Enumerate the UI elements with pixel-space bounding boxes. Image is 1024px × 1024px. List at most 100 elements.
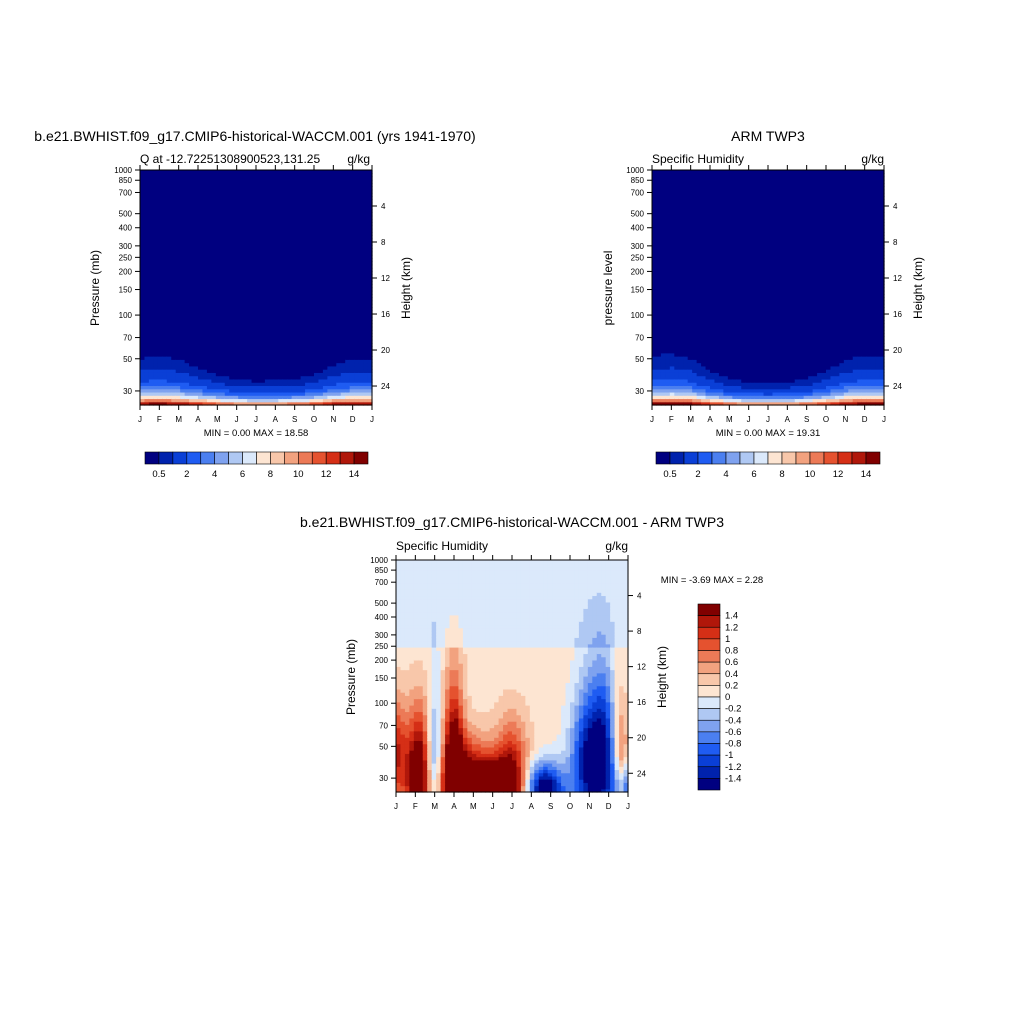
contour-cell — [211, 329, 217, 334]
contour-cell — [180, 186, 186, 191]
contour-cell — [247, 323, 253, 328]
contour-cell — [710, 365, 716, 370]
contour-cell — [175, 274, 181, 279]
contour-cell — [140, 218, 146, 223]
contour-cell — [687, 225, 693, 230]
contour-cell — [198, 385, 204, 390]
contour-cell — [206, 199, 212, 204]
contour-cell — [701, 202, 707, 207]
contour-cell — [224, 205, 230, 210]
contour-cell — [193, 235, 199, 240]
contour-cell — [363, 183, 369, 187]
contour-cell — [318, 290, 324, 295]
contour-cell — [282, 369, 288, 373]
contour-cell — [247, 205, 253, 210]
contour-cell — [669, 209, 675, 214]
contour-cell — [229, 179, 235, 184]
contour-cell — [656, 245, 662, 249]
contour-cell — [656, 323, 662, 328]
contour-cell — [692, 179, 698, 184]
contour-cell — [144, 274, 150, 279]
contour-cell — [189, 398, 195, 403]
contour-cell — [273, 349, 279, 354]
height-tick-label: 12 — [381, 274, 390, 283]
contour-cell — [215, 264, 221, 269]
contour-cell — [656, 205, 662, 210]
contour-cell — [696, 375, 702, 380]
contour-cell — [291, 385, 297, 390]
contour-cell — [229, 362, 235, 367]
contour-cell — [318, 329, 324, 334]
contour-cell — [714, 241, 720, 246]
colorbar-box — [242, 451, 257, 465]
contour-cell — [340, 205, 346, 210]
contour-cell — [256, 313, 262, 318]
contour-cell — [206, 183, 212, 187]
contour-cell — [718, 297, 724, 302]
contour-cell — [354, 356, 360, 360]
contour-cell — [157, 385, 163, 390]
contour-cell — [322, 313, 328, 318]
contour-cell — [331, 225, 337, 230]
contour-cell — [705, 391, 711, 396]
contour-cell — [233, 196, 239, 200]
contour-cell — [358, 395, 364, 400]
contour-cell — [211, 316, 217, 321]
contour-cell — [665, 192, 671, 197]
contour-cell — [264, 326, 270, 331]
contour-cell — [287, 232, 293, 236]
contour-cell — [660, 228, 666, 233]
contour-cell — [166, 179, 172, 184]
contour-cell — [665, 378, 671, 383]
contour-cell — [206, 225, 212, 230]
contour-cell — [305, 290, 311, 295]
contour-cell — [331, 251, 337, 256]
contour-cell — [242, 310, 248, 315]
contour-cell — [162, 274, 168, 279]
contour-cell — [345, 297, 351, 302]
colorbar-box — [144, 451, 160, 465]
contour-cell — [162, 218, 168, 223]
contour-cell — [269, 271, 275, 276]
contour-cell — [224, 196, 230, 200]
contour-cell — [287, 202, 293, 207]
contour-cell — [322, 218, 328, 223]
contour-cell — [309, 326, 315, 331]
contour-cell — [202, 228, 208, 233]
contour-cell — [331, 356, 337, 360]
contour-cell — [140, 179, 146, 184]
contour-cell — [206, 179, 212, 184]
contour-cell — [345, 251, 351, 256]
contour-cell — [157, 349, 163, 354]
contour-cell — [710, 248, 716, 253]
contour-cell — [660, 372, 666, 377]
contour-cell — [180, 391, 186, 396]
contour-cell — [291, 349, 297, 354]
contour-cell — [665, 170, 671, 174]
contour-cell — [206, 271, 212, 276]
contour-cell — [157, 300, 163, 305]
contour-cell — [157, 365, 163, 370]
contour-cell — [331, 261, 337, 266]
contour-cell — [674, 294, 680, 298]
contour-cell — [669, 320, 675, 324]
contour-cell — [193, 349, 199, 354]
contour-cell — [278, 320, 284, 324]
contour-cell — [180, 362, 186, 367]
contour-cell — [349, 287, 355, 292]
contour-cell — [340, 228, 346, 233]
contour-cell — [215, 267, 221, 272]
contour-cell — [215, 173, 221, 178]
contour-cell — [665, 183, 671, 187]
contour-cell — [278, 267, 284, 272]
contour-cell — [224, 277, 230, 282]
contour-cell — [349, 271, 355, 276]
contour-cell — [678, 342, 684, 347]
contour-cell — [242, 300, 248, 305]
contour-cell — [184, 333, 190, 338]
contour-cell — [229, 401, 235, 406]
contour-cell — [327, 186, 333, 191]
contour-cell — [683, 186, 689, 191]
contour-cell — [251, 222, 257, 227]
contour-cell — [665, 336, 671, 341]
